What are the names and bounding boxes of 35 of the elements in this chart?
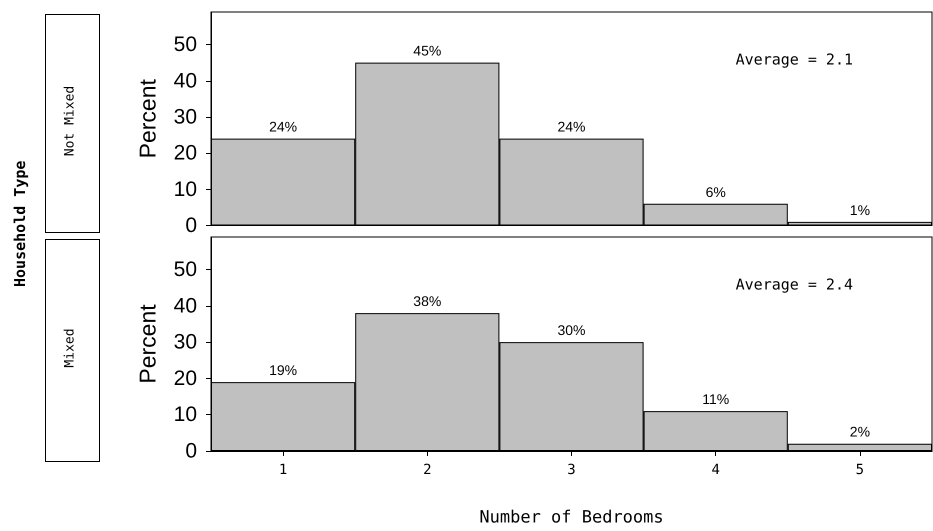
data-label: 30% xyxy=(557,322,586,338)
data-label: 19% xyxy=(269,362,298,378)
data-label: 2% xyxy=(850,424,870,440)
y-tick-label: 40 xyxy=(174,294,197,318)
y-tick-label: 20 xyxy=(174,142,197,165)
text: Household Type xyxy=(11,160,29,287)
y-axis-title: Percent xyxy=(134,304,160,384)
y-tick-label: 30 xyxy=(174,105,197,128)
y-tick-label: 50 xyxy=(174,258,197,282)
x-tick-label: 2 xyxy=(423,462,432,478)
data-label: 11% xyxy=(702,391,730,408)
y-tick-label: 10 xyxy=(174,403,197,426)
y-tick-label: 10 xyxy=(174,178,197,201)
x-tick-label: 3 xyxy=(567,462,576,478)
data-label: 38% xyxy=(413,293,442,310)
annotation: Average = 2.4 xyxy=(736,276,854,294)
data-label: 1% xyxy=(850,202,870,218)
text: Not Mixed xyxy=(62,86,78,156)
text: Mixed xyxy=(62,328,78,368)
y-axis-title: Percent xyxy=(134,78,160,158)
data-label: 24% xyxy=(269,118,298,135)
x-axis-title: Number of Bedrooms xyxy=(479,508,664,528)
y-tick-label: 50 xyxy=(174,33,197,56)
x-tick-label: 5 xyxy=(856,462,864,478)
y-tick-label: 20 xyxy=(174,366,197,390)
data-label: 24% xyxy=(557,118,586,135)
y-tick-label: 30 xyxy=(174,330,197,354)
y-tick-label: 0 xyxy=(185,214,197,237)
data-label: 45% xyxy=(413,42,442,59)
y-tick-label: 0 xyxy=(185,440,197,462)
x-tick-label: 4 xyxy=(711,462,720,478)
y-tick-label: 40 xyxy=(174,69,197,92)
x-tick-label: 1 xyxy=(278,462,288,478)
data-label: 6% xyxy=(706,184,726,200)
annotation: Average = 2.1 xyxy=(736,50,854,68)
